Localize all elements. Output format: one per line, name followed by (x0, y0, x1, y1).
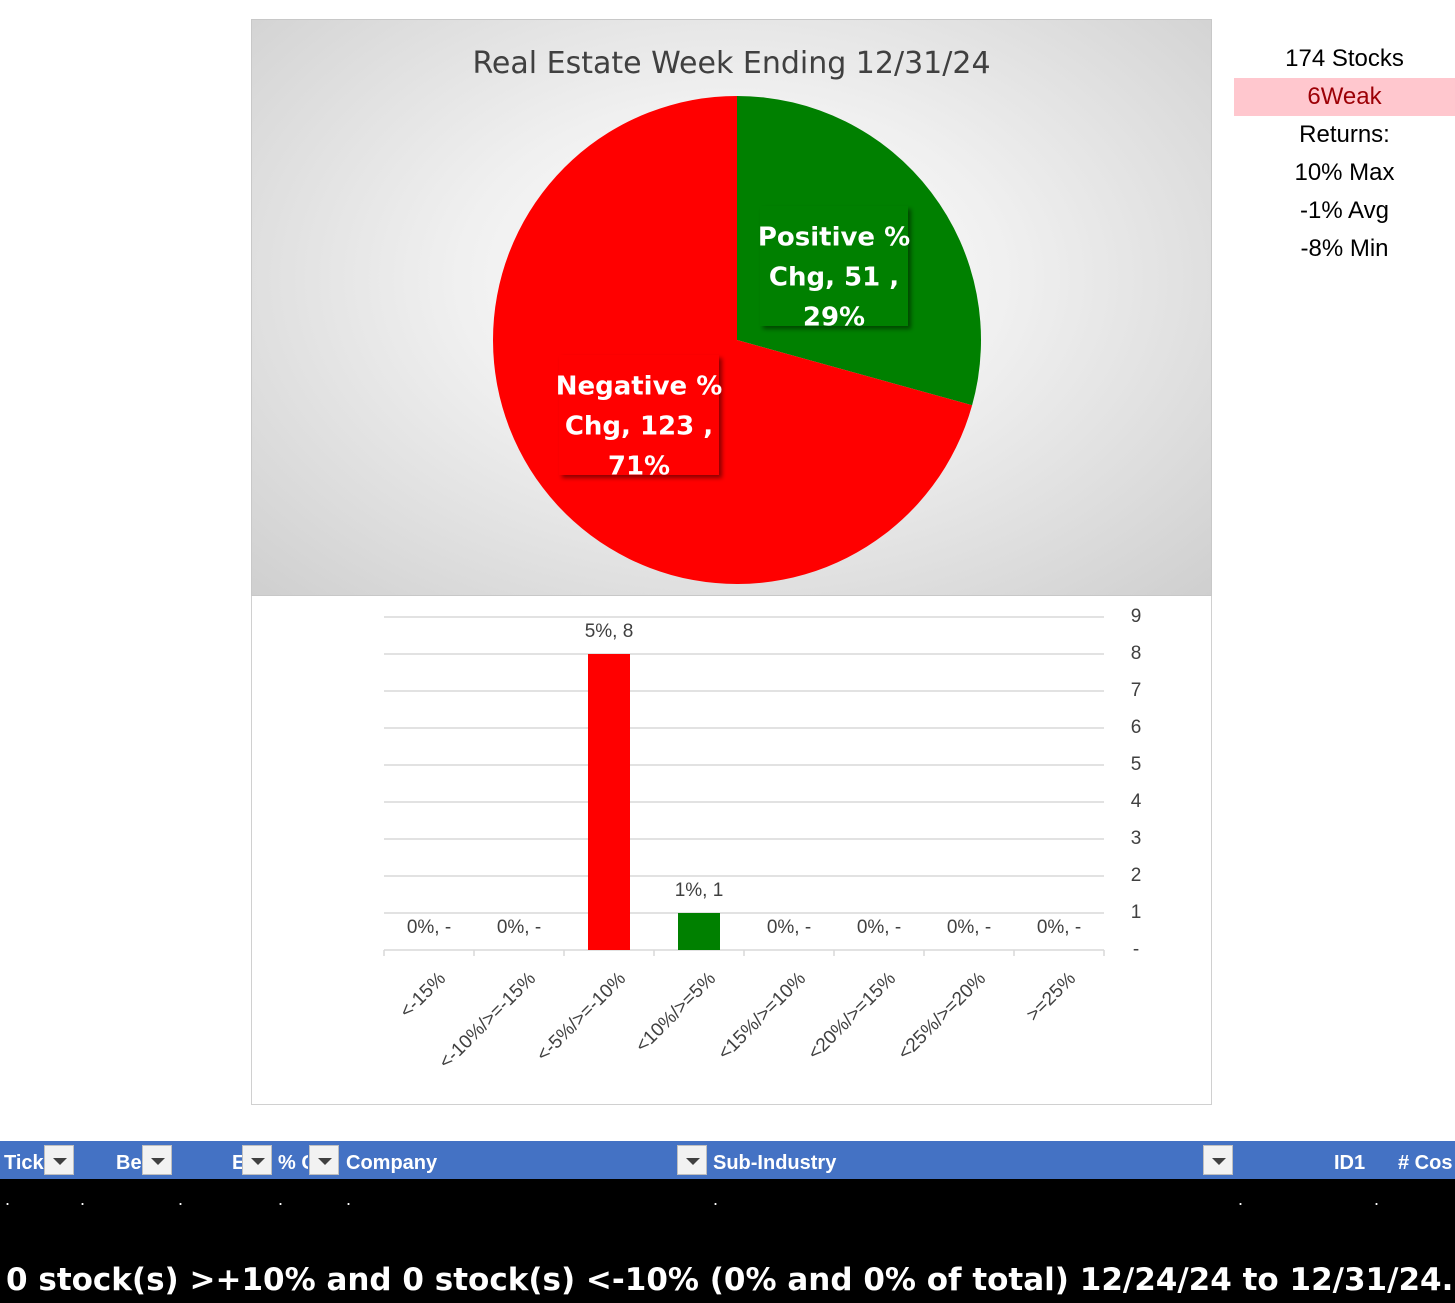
bar-chart: - 1 2 3 4 5 6 7 8 9 0%, - <-15% 0%, - <-10%/>=-15% 5%,… (383, 606, 1142, 1073)
table-cell: . (278, 1189, 284, 1209)
bar (678, 913, 720, 950)
returns-max: 10% Max (1294, 159, 1395, 186)
returns-avg: -1% Avg (1300, 197, 1389, 224)
bar-data-label: 0%, - (857, 917, 901, 938)
returns-min: -8% Min (1300, 235, 1389, 262)
returns-label: Returns: (1299, 121, 1390, 148)
y-tick-label: 9 (1131, 606, 1142, 627)
stats-panel: 174 Stocks 6Weak Returns: 10% Max -1% Av… (1234, 40, 1455, 268)
table-cell: . (80, 1189, 86, 1209)
x-tick-label: >=25% (1023, 968, 1081, 1026)
y-tick-label: 2 (1131, 865, 1142, 886)
bar-data-label: 0%, - (407, 917, 451, 938)
y-tick-label: 3 (1131, 828, 1142, 849)
company-filter-dropdown[interactable] (677, 1145, 707, 1175)
pie-chart: Positive % Chg, 51 , 29% Negative % Chg, 123… (492, 96, 981, 584)
table-cell: . (346, 1189, 352, 1209)
x-tick-label: <20%/>=15% (804, 968, 900, 1064)
header-num-cos: # Cos (1398, 1152, 1453, 1174)
x-tick-label: <-5%/>=-10% (533, 968, 630, 1065)
bar-data-label: 0%, - (947, 917, 991, 938)
table-cell: . (713, 1189, 719, 1209)
table-cell: . (5, 1189, 11, 1209)
ticker-filter-dropdown[interactable] (44, 1145, 74, 1175)
bar-data-label: 0%, - (1037, 917, 1081, 938)
y-tick-label: 6 (1131, 717, 1142, 738)
x-tick-label: <25%/>=20% (894, 968, 990, 1064)
table-header: Tick Be E % C Company Sub-Industry ID1 #… (0, 1141, 1455, 1179)
table-cell: . (178, 1189, 184, 1209)
summary-footer: 0 stock(s) >+10% and 0 stock(s) <-10% (0… (6, 1262, 1454, 1298)
pie-label-text: 29% (803, 303, 865, 333)
header-id1: ID1 (1334, 1152, 1366, 1174)
bar (588, 654, 630, 950)
y-tick-label: 4 (1131, 791, 1142, 812)
bar-data-label: 1%, 1 (675, 880, 724, 901)
pie-label-text: Chg, 123 , (565, 412, 713, 442)
x-tick-label: <10%/>=5% (632, 968, 721, 1057)
pie-label-box (760, 206, 908, 326)
table-cell: . (1238, 1189, 1244, 1209)
x-tick-label: <-10%/>=-15% (435, 968, 540, 1073)
bar-data-label: 0%, - (497, 917, 541, 938)
bar-chart-panel: - 1 2 3 4 5 6 7 8 9 0%, - <-15% 0%, - <-10%/>=-15% 5%,… (251, 596, 1212, 1105)
header-ticker: Tick (4, 1152, 44, 1174)
bar-data-label: 0%, - (767, 917, 811, 938)
header-e: E (232, 1152, 242, 1174)
pie-label-text: Positive % (758, 223, 910, 253)
y-tick-label: 1 (1131, 902, 1142, 923)
x-tick-label: <15%/>=10% (714, 968, 810, 1064)
header-pct-change: % C (278, 1152, 308, 1174)
pie-data-label: Positive % Chg, 51 , 29% (758, 206, 910, 333)
x-tick-label: <-15% (396, 968, 450, 1022)
pie-label-text: 71% (608, 452, 670, 482)
sub-industry-filter-dropdown[interactable] (1203, 1145, 1233, 1175)
header-company: Company (346, 1152, 438, 1174)
pie-data-label: Negative % Chg, 123 , 71% (556, 355, 723, 482)
y-tick-label: - (1133, 939, 1139, 960)
table-body: . . . . . . . . (0, 1179, 1455, 1303)
pct-change-filter-dropdown[interactable] (309, 1145, 339, 1175)
y-tick-label: 8 (1131, 643, 1142, 664)
pie-label-text: Negative % (556, 372, 723, 402)
pie-chart-panel: Real Estate Week Ending 12/31/24 Positiv… (251, 19, 1212, 596)
table-cell: . (1374, 1189, 1380, 1209)
strength-badge: 6Weak (1234, 78, 1455, 116)
header-be: Be (116, 1152, 142, 1174)
y-tick-label: 7 (1131, 680, 1142, 701)
e-filter-dropdown[interactable] (242, 1145, 272, 1175)
stock-count: 174 Stocks (1285, 45, 1404, 72)
bar-data-label: 5%, 8 (585, 621, 634, 642)
be-filter-dropdown[interactable] (142, 1145, 172, 1175)
y-tick-label: 5 (1131, 754, 1142, 775)
pie-chart-title: Real Estate Week Ending 12/31/24 (472, 46, 991, 81)
pie-label-box (559, 355, 719, 475)
header-sub-industry: Sub-Industry (713, 1152, 837, 1174)
pie-label-text: Chg, 51 , (769, 263, 899, 293)
